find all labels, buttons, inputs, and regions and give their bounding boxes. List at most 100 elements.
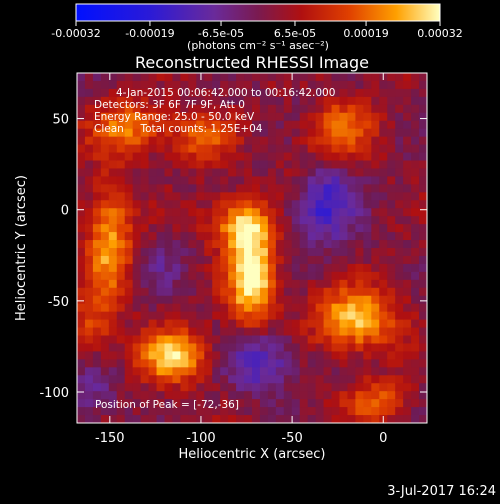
heatmap-cell xyxy=(180,208,189,217)
heatmap-cell xyxy=(252,200,261,209)
heatmap-cell xyxy=(252,415,261,423)
heatmap-cell xyxy=(108,271,118,281)
heatmap-cell xyxy=(252,383,261,392)
heatmap-cell xyxy=(259,224,269,233)
heatmap-cell xyxy=(84,88,94,98)
heatmap-cell xyxy=(148,128,158,138)
heatmap-cell xyxy=(156,295,166,305)
heatmap-cell xyxy=(252,104,261,114)
heatmap-cell xyxy=(100,343,110,352)
heatmap-cell xyxy=(252,232,261,241)
heatmap-cell xyxy=(323,136,333,146)
heatmap-cell xyxy=(156,216,166,225)
heatmap-cell xyxy=(180,383,189,392)
heatmap-cell xyxy=(188,375,197,384)
heatmap-cell xyxy=(252,399,261,408)
heatmap-cell xyxy=(100,383,110,392)
heatmap-cell xyxy=(275,351,285,360)
heatmap-cell xyxy=(371,367,380,376)
heatmap-cell xyxy=(347,335,356,345)
heatmap-cell xyxy=(244,96,253,106)
heatmap-cell xyxy=(252,128,261,138)
heatmap-cell xyxy=(156,176,166,185)
heatmap-cell xyxy=(291,88,301,98)
heatmap-cell xyxy=(275,303,285,313)
heatmap-cell xyxy=(395,287,404,297)
heatmap-cell xyxy=(156,303,166,313)
heatmap-cell xyxy=(395,295,404,305)
heatmap-cell xyxy=(315,415,325,423)
heatmap-cell xyxy=(275,152,285,162)
heatmap-cell xyxy=(84,415,94,423)
heatmap-cell xyxy=(323,144,333,154)
heatmap-cell xyxy=(403,407,412,416)
heatmap-cell xyxy=(299,351,309,360)
heatmap-cell xyxy=(116,248,126,257)
heatmap-cell xyxy=(315,136,325,146)
heatmap-cell xyxy=(419,120,427,130)
heatmap-cell xyxy=(84,407,94,416)
heatmap-cell xyxy=(315,319,325,329)
heatmap-cell xyxy=(212,128,221,138)
heatmap-cell xyxy=(315,112,325,122)
heatmap-cell xyxy=(299,80,309,90)
heatmap-cell xyxy=(259,367,269,376)
heatmap-cell xyxy=(196,359,205,368)
heatmap-cell xyxy=(379,96,388,106)
heatmap-cell xyxy=(236,367,245,376)
heatmap-cell xyxy=(228,96,237,106)
heatmap-cell xyxy=(100,287,110,297)
heatmap-cell xyxy=(275,279,285,289)
heatmap-cell xyxy=(283,351,293,360)
heatmap-cell xyxy=(259,263,269,273)
heatmap-cell xyxy=(220,184,229,193)
heatmap-cell xyxy=(411,383,420,392)
heatmap-cell xyxy=(172,303,181,313)
heatmap-cell xyxy=(307,136,317,146)
heatmap-cell xyxy=(236,248,245,257)
heatmap-cell xyxy=(252,168,261,177)
heatmap-cell xyxy=(403,200,412,209)
heatmap-cell xyxy=(331,80,341,90)
heatmap-cell xyxy=(92,152,102,162)
heatmap-cell xyxy=(204,168,213,177)
heatmap-cell xyxy=(307,287,317,297)
heatmap-cell xyxy=(331,287,341,297)
heatmap-cell xyxy=(267,88,277,98)
heatmap-cell xyxy=(92,255,102,265)
heatmap-cell xyxy=(379,279,388,289)
heatmap-cell xyxy=(339,399,349,408)
heatmap-cell xyxy=(379,88,388,98)
heatmap-cell xyxy=(387,343,396,352)
heatmap-cell xyxy=(228,152,237,162)
heatmap-cell xyxy=(379,104,388,114)
heatmap-cell xyxy=(156,415,166,423)
heatmap-cell xyxy=(267,399,277,408)
heatmap-cell xyxy=(363,240,372,249)
heatmap-cell xyxy=(419,88,427,98)
heatmap-cell xyxy=(164,200,174,209)
heatmap-cell xyxy=(291,104,301,114)
heatmap-cell xyxy=(164,359,174,368)
heatmap-cell xyxy=(140,343,150,352)
heatmap-cell xyxy=(92,303,102,313)
heatmap-cell xyxy=(228,295,237,305)
heatmap-cell xyxy=(331,192,341,201)
heatmap-cell xyxy=(419,176,427,185)
heatmap-cell xyxy=(220,224,229,233)
heatmap-cell xyxy=(299,96,309,106)
heatmap-cell xyxy=(395,128,404,138)
heatmap-cell xyxy=(307,224,317,233)
heatmap-cell xyxy=(252,327,261,337)
heatmap-cell xyxy=(92,343,102,352)
heatmap-cell xyxy=(355,351,364,360)
heatmap-cell xyxy=(291,128,301,138)
heatmap-cell xyxy=(315,248,325,257)
heatmap-cell xyxy=(204,359,213,368)
heatmap-cell xyxy=(259,319,269,329)
heatmap-cell xyxy=(116,73,126,82)
heatmap-cell xyxy=(132,303,142,313)
x-tick-label: -50 xyxy=(281,431,302,446)
heatmap-cell xyxy=(92,104,102,114)
heatmap-cell xyxy=(323,263,333,273)
